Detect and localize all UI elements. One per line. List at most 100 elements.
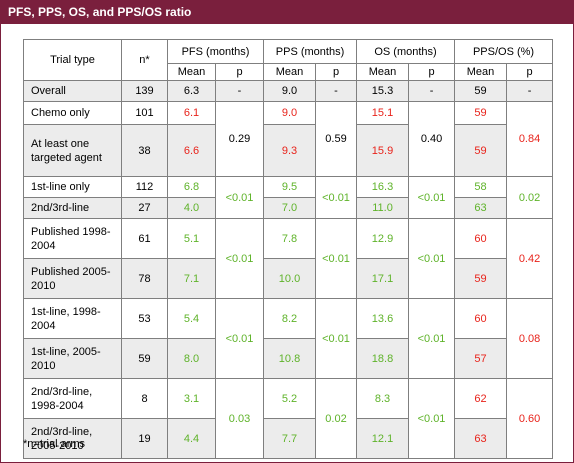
pfs-mean: 4.4	[167, 418, 216, 459]
results-table: Trial type n* PFS (months) PPS (months) …	[23, 39, 554, 459]
pfs-mean: 6.6	[167, 124, 216, 177]
os-mean: 8.3	[356, 378, 410, 419]
os-mean: 12.9	[356, 218, 410, 259]
row-label: Overall	[23, 80, 122, 102]
row-n: 8	[121, 378, 168, 419]
row-n: 112	[121, 176, 168, 198]
header-row: Trial type n* PFS (months) PPS (months) …	[23, 39, 554, 81]
os-p: <0.01	[408, 176, 456, 219]
ratio-p: 0.42	[506, 218, 554, 299]
pfs-p: 0.29	[214, 101, 265, 177]
table-row: Published 1998-2004 61 5.1 <0.01 7.8 <0.…	[23, 218, 554, 299]
pps-p: <0.01	[315, 218, 358, 299]
col-header-n: n*	[121, 39, 168, 81]
ratio-mean: 59	[454, 258, 508, 299]
table-row: 1st-line, 2005-2010 59 8.0 10.8 18.8 57	[23, 338, 553, 379]
row-label: 1st-line only	[23, 176, 122, 198]
subheader-mean: Mean	[167, 63, 216, 81]
subheader-p: p	[408, 63, 456, 81]
os-mean: 12.1	[356, 418, 410, 459]
pfs-mean: 7.1	[167, 258, 216, 299]
pfs-p: <0.01	[214, 298, 265, 379]
pps-mean: 10.8	[263, 338, 317, 379]
ratio-p: 0.60	[506, 378, 554, 459]
os-p: <0.01	[408, 378, 456, 459]
row-label: 1st-line, 2005-2010	[23, 338, 122, 379]
row-label: 2nd/3rd-line, 1998-2004	[23, 378, 122, 419]
pfs-mean: 5.1	[167, 218, 216, 259]
pps-p: 0.02	[315, 378, 358, 459]
pps-mean: 7.7	[263, 418, 317, 459]
pps-p: <0.01	[315, 176, 358, 219]
pps-mean: 9.0	[263, 101, 317, 125]
row-label: Chemo only	[23, 101, 122, 125]
col-header-trial-type: Trial type	[23, 39, 122, 81]
table-row: 2nd/3rd-line, 2005-2010 19 4.4 7.7 12.1 …	[23, 418, 553, 459]
ratio-p: 0.84	[506, 101, 554, 177]
table-row: Chemo only 101 6.1 0.29 9.0 0.59 15.1 0.…	[23, 101, 554, 177]
footnote: *n=trial arms	[23, 438, 86, 450]
ratio-mean: 57	[454, 338, 508, 379]
pps-mean: 10.0	[263, 258, 317, 299]
pps-mean: 7.8	[263, 218, 317, 259]
pfs-mean: 6.1	[167, 101, 216, 125]
ratio-mean: 60	[454, 298, 508, 339]
os-mean: 15.9	[356, 124, 410, 177]
subheader-mean: Mean	[263, 63, 317, 81]
os-mean: 15.3	[356, 80, 410, 102]
pfs-mean: 6.8	[167, 176, 216, 198]
pps-p: <0.01	[315, 298, 358, 379]
pfs-mean: 5.4	[167, 298, 216, 339]
pps-mean: 9.3	[263, 124, 317, 177]
row-n: 38	[121, 124, 168, 177]
ratio-p: 0.02	[506, 176, 554, 219]
ratio-p: 0.08	[506, 298, 554, 379]
ratio-mean: 59	[454, 124, 508, 177]
table-row: 2nd/3rd-line 27 4.0 7.0 11.0 63	[23, 197, 553, 219]
row-n: 139	[121, 80, 168, 102]
subheader-row: Mean p Mean p Mean p Mean p	[24, 63, 554, 81]
pps-mean: 8.2	[263, 298, 317, 339]
pps-mean: 9.0	[263, 80, 317, 102]
ratio-mean: 60	[454, 218, 508, 259]
row-n: 61	[121, 218, 168, 259]
os-mean: 17.1	[356, 258, 410, 299]
pfs-mean: 6.3	[167, 80, 216, 102]
row-n: 101	[121, 101, 168, 125]
row-n: 53	[121, 298, 168, 339]
figure-title: PFS, PPS, OS, and PPS/OS ratio	[1, 1, 573, 24]
subheader-p: p	[214, 63, 265, 81]
pps-mean: 9.5	[263, 176, 317, 198]
ratio-mean: 58	[454, 176, 508, 198]
row-label: 1st-line, 1998-2004	[23, 298, 122, 339]
pps-mean: 5.2	[263, 378, 317, 419]
row-n: 19	[121, 418, 168, 459]
os-p: 0.40	[408, 101, 456, 177]
row-n: 59	[121, 338, 168, 379]
pps-p: 0.59	[315, 101, 358, 177]
ratio-mean: 59	[454, 101, 508, 125]
os-p: -	[408, 80, 456, 102]
subheader-mean: Mean	[454, 63, 508, 81]
os-mean: 18.8	[356, 338, 410, 379]
table-row: At least one targeted agent 38 6.6 9.3 1…	[23, 124, 553, 177]
row-label: At least one targeted agent	[23, 124, 122, 177]
col-header-pfs: PFS (months)	[166, 39, 265, 64]
ratio-mean: 63	[454, 418, 508, 459]
pfs-mean: 8.0	[167, 338, 216, 379]
os-mean: 16.3	[356, 176, 410, 198]
pps-p: -	[315, 80, 358, 102]
table-row: Published 2005-2010 78 7.1 10.0 17.1 59	[23, 258, 553, 299]
row-label: 2nd/3rd-line	[23, 197, 122, 219]
row-n: 78	[121, 258, 168, 299]
subheader-p: p	[315, 63, 358, 81]
row-n: 27	[121, 197, 168, 219]
pfs-p: -	[214, 80, 265, 102]
pfs-mean: 4.0	[167, 197, 216, 219]
os-p: <0.01	[408, 218, 456, 299]
pps-mean: 7.0	[263, 197, 317, 219]
table-row: 1st-line only 112 6.8 <0.01 9.5 <0.01 16…	[23, 176, 554, 219]
ratio-mean: 59	[454, 80, 508, 102]
os-mean: 13.6	[356, 298, 410, 339]
